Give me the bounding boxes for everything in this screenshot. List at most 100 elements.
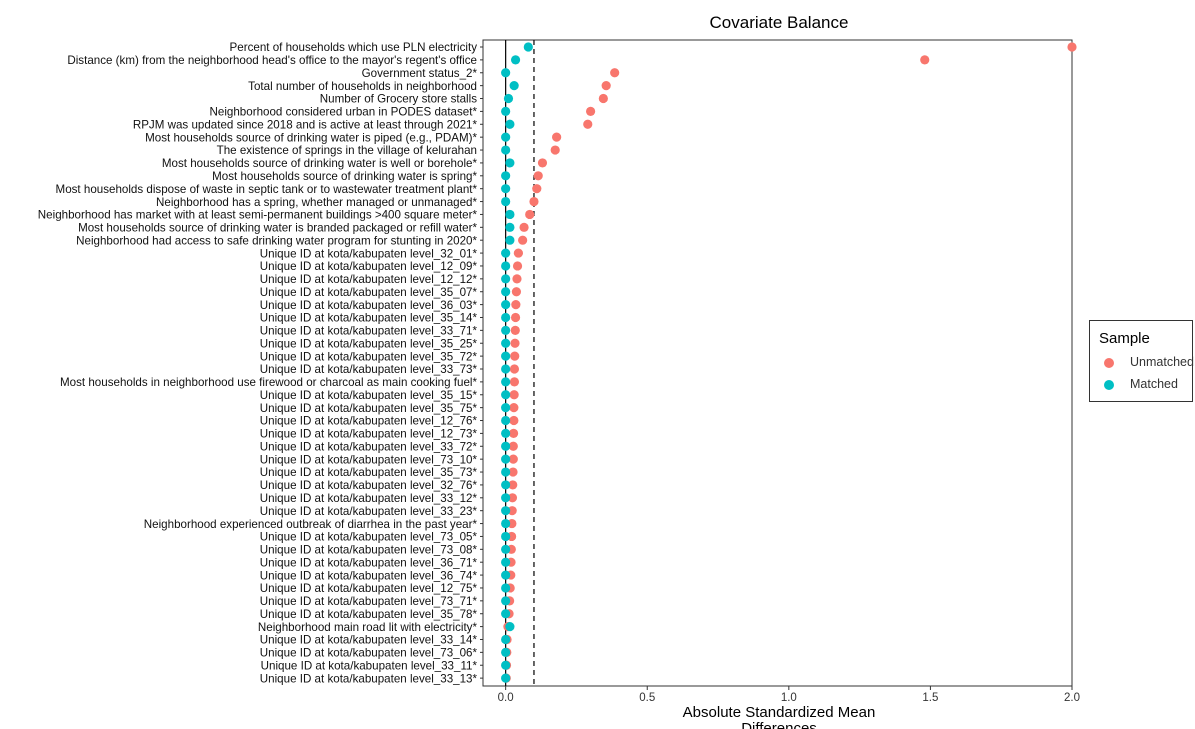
point-matched — [501, 673, 511, 683]
x-axis-title-line-2: Differences — [741, 720, 817, 729]
point-matched — [501, 377, 511, 387]
y-tick-label: Unique ID at kota/kabupaten level_33_23* — [260, 505, 478, 518]
y-tick-label: Most households source of drinking water… — [145, 131, 477, 144]
point-matched — [501, 68, 511, 78]
y-tick-label: Unique ID at kota/kabupaten level_12_73* — [260, 428, 478, 441]
point-unmatched — [509, 415, 519, 426]
point-unmatched — [550, 145, 560, 155]
point-unmatched — [598, 93, 608, 104]
y-tick-label: Neighborhood considered urban in PODES d… — [210, 106, 478, 119]
point-matched — [501, 570, 511, 580]
point-matched — [501, 351, 511, 361]
y-tick-label: Unique ID at kota/kabupaten level_73_08* — [260, 544, 478, 557]
point-matched — [501, 467, 511, 477]
point-unmatched — [525, 209, 535, 220]
point-matched — [501, 493, 511, 503]
point-matched — [501, 428, 511, 438]
point-matched — [501, 364, 511, 374]
y-tick-label: Unique ID at kota/kabupaten level_32_01* — [260, 247, 478, 260]
point-unmatched — [610, 68, 620, 78]
point-unmatched — [508, 467, 518, 477]
y-tick-label: Neighborhood experienced outbreak of dia… — [144, 518, 478, 531]
point-unmatched — [510, 351, 520, 361]
point-matched — [501, 390, 511, 400]
y-tick-label: The existence of springs in the village … — [217, 144, 477, 157]
y-tick-label: Most households source of drinking water… — [78, 222, 477, 235]
x-axis-title-line-1: Absolute Standardized Mean — [683, 704, 876, 721]
point-unmatched — [518, 235, 528, 245]
y-tick-label: Unique ID at kota/kabupaten level_12_76* — [260, 415, 478, 428]
y-tick-label: Unique ID at kota/kabupaten level_12_09* — [260, 260, 478, 273]
y-tick-label: Unique ID at kota/kabupaten level_33_73* — [260, 363, 478, 376]
point-matched — [501, 557, 511, 567]
point-unmatched — [532, 184, 542, 194]
point-matched — [501, 248, 511, 258]
point-matched — [505, 622, 515, 632]
point-matched — [501, 660, 511, 670]
point-unmatched — [920, 55, 930, 65]
y-tick-label: Unique ID at kota/kabupaten level_33_72* — [260, 440, 478, 453]
y-tick-label: Unique ID at kota/kabupaten level_33_11* — [261, 659, 478, 672]
point-matched — [501, 454, 511, 464]
y-tick-label: Most households in neighborhood use fire… — [60, 376, 477, 389]
y-tick-label: Neighborhood has a spring, whether manag… — [156, 196, 477, 209]
y-tick-label: Unique ID at kota/kabupaten level_73_05* — [260, 531, 478, 544]
y-tick-label: Percent of households which use PLN elec… — [230, 41, 478, 54]
y-tick-label: Unique ID at kota/kabupaten level_33_71* — [260, 325, 478, 338]
point-unmatched — [513, 248, 523, 258]
y-tick-label: Unique ID at kota/kabupaten level_36_03* — [260, 299, 478, 312]
point-matched — [501, 415, 511, 426]
plot-panel — [482, 39, 1073, 687]
y-tick-label: Unique ID at kota/kabupaten level_12_75* — [260, 582, 478, 595]
point-matched — [501, 441, 511, 451]
point-matched — [501, 287, 511, 297]
point-unmatched — [507, 506, 517, 516]
point-unmatched — [1067, 42, 1077, 52]
point-matched — [501, 338, 511, 348]
point-unmatched — [510, 312, 521, 323]
point-matched — [501, 274, 511, 284]
y-tick-label: Most households dispose of waste in sept… — [56, 183, 478, 196]
point-matched — [501, 300, 511, 310]
legend-label-unmatched: Unmatched — [1130, 355, 1194, 369]
y-tick-label: Unique ID at kota/kabupaten level_35_07* — [260, 286, 478, 299]
y-tick-label: Unique ID at kota/kabupaten level_35_15* — [260, 389, 478, 402]
point-matched — [505, 235, 515, 245]
point-unmatched — [512, 274, 522, 284]
point-matched — [501, 506, 511, 516]
point-unmatched — [529, 196, 539, 207]
y-tick-label: RPJM was updated since 2018 and is activ… — [133, 118, 478, 131]
point-matched — [523, 42, 533, 52]
point-unmatched — [586, 106, 596, 116]
point-matched — [501, 196, 511, 207]
y-tick-label: Most households source of drinking water… — [162, 157, 478, 170]
point-matched — [501, 647, 511, 657]
y-tick-label: Neighborhood main road lit with electric… — [258, 621, 478, 634]
point-matched — [509, 81, 519, 91]
y-tick-label: Unique ID at kota/kabupaten level_35_78* — [260, 608, 478, 621]
point-unmatched — [583, 119, 593, 129]
point-unmatched — [512, 261, 523, 271]
y-tick-label: Number of Grocery store stalls — [320, 93, 477, 106]
legend-swatch-matched — [1104, 380, 1114, 390]
point-matched — [501, 145, 511, 155]
point-unmatched — [552, 132, 562, 142]
y-tick-label: Unique ID at kota/kabupaten level_73_71* — [260, 595, 478, 608]
point-matched — [505, 158, 515, 168]
y-tick-label: Most households source of drinking water… — [212, 170, 477, 183]
point-unmatched — [533, 171, 543, 181]
point-unmatched — [510, 325, 520, 335]
y-tick-label: Unique ID at kota/kabupaten level_35_14* — [260, 312, 478, 325]
y-tick-label: Neighborhood had access to safe drinking… — [76, 234, 477, 247]
y-tick-label: Unique ID at kota/kabupaten level_12_12* — [260, 273, 478, 286]
x-tick-label: 0.5 — [639, 692, 655, 704]
legend-title: Sample — [1099, 330, 1150, 347]
y-tick-label: Unique ID at kota/kabupaten level_73_06* — [260, 647, 478, 660]
chart-title: Covariate Balance — [710, 13, 849, 32]
point-unmatched — [509, 364, 520, 374]
point-matched — [503, 93, 514, 104]
point-unmatched — [511, 287, 522, 297]
point-matched — [501, 596, 511, 606]
x-tick-label: 1.0 — [781, 692, 797, 704]
point-unmatched — [537, 158, 548, 168]
